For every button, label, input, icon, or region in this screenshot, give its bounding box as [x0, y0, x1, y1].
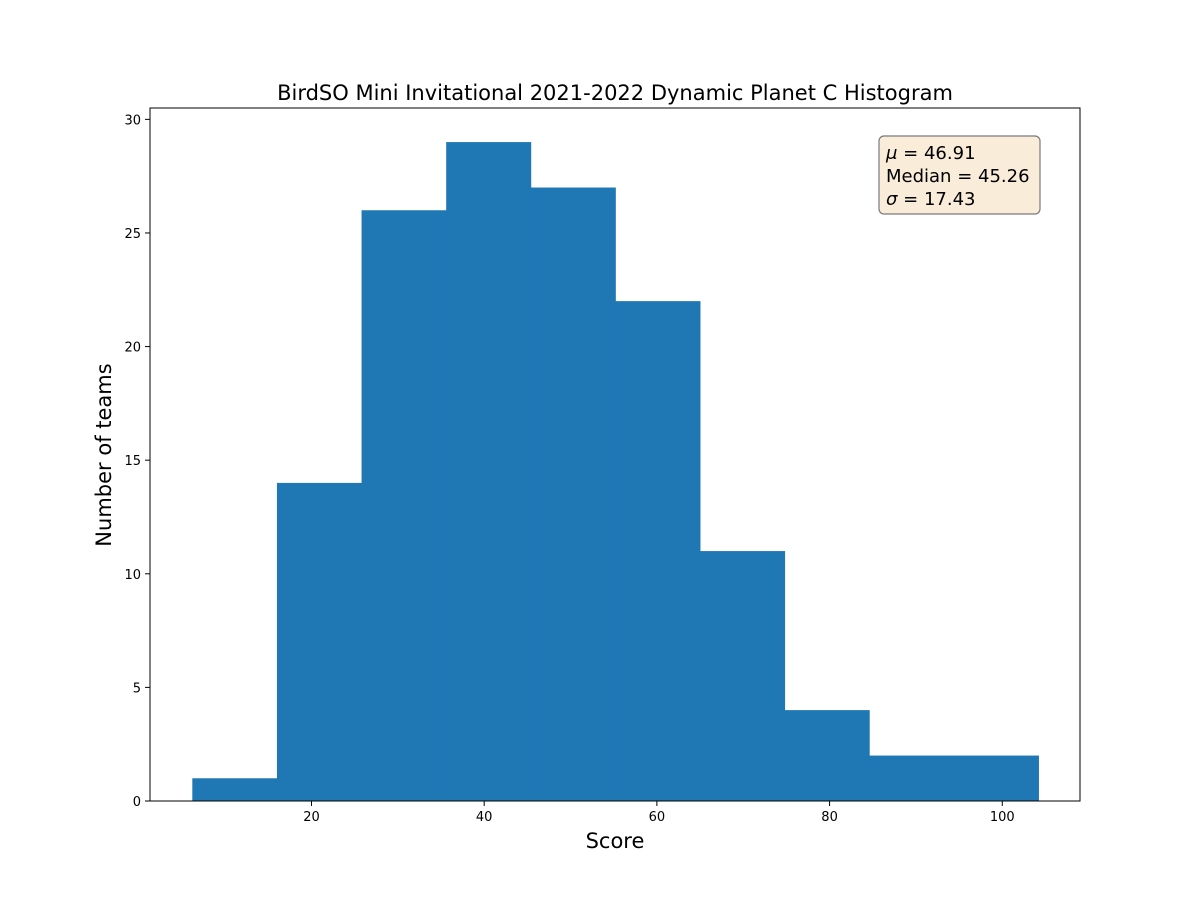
stat-stddev-value: 17.43: [924, 189, 976, 210]
histogram-bar: [615, 301, 701, 801]
histogram-bar: [192, 778, 278, 801]
y-tick-label: 0: [133, 795, 141, 810]
y-tick-label: 25: [124, 227, 141, 242]
stat-stddev: σ = 17.43: [886, 189, 975, 210]
x-tick-label: 100: [990, 810, 1015, 825]
histogram-bar: [276, 482, 362, 801]
stat-median-symbol: Median: [886, 166, 951, 187]
x-tick-label: 60: [649, 810, 666, 825]
x-axis-ticks: 20 40 60 80 100: [303, 801, 1015, 825]
y-tick-label: 20: [124, 341, 141, 356]
stat-stddev-eq: =: [897, 189, 924, 210]
stat-mean-eq: =: [897, 143, 924, 164]
stat-mean: μ = 46.91: [885, 143, 976, 164]
stat-mean-value: 46.91: [924, 143, 976, 164]
histogram-bar: [361, 210, 447, 801]
plot-frame: [149, 107, 1081, 802]
stat-median-value: 45.26: [978, 166, 1030, 187]
y-axis-label: Number of teams: [92, 363, 116, 546]
bars-group: [192, 142, 1039, 801]
y-tick-label: 30: [124, 113, 141, 128]
chart-title: BirdSO Mini Invitational 2021-2022 Dynam…: [277, 81, 953, 105]
stat-median: Median = 45.26: [886, 166, 1030, 187]
histogram-bar: [784, 710, 870, 801]
histogram-bar: [700, 551, 786, 801]
histogram-bar: [446, 142, 532, 801]
x-tick-label: 80: [821, 810, 838, 825]
y-tick-label: 10: [124, 568, 141, 583]
stat-mean-symbol: μ: [885, 143, 897, 164]
y-tick-label: 5: [133, 681, 141, 696]
stat-stddev-symbol: σ: [886, 189, 898, 210]
stat-median-eq: =: [951, 166, 978, 187]
histogram-bar: [869, 755, 955, 801]
x-tick-label: 40: [476, 810, 493, 825]
stats-box-frame: [878, 135, 1041, 215]
histogram-bar: [530, 187, 616, 801]
x-tick-label: 20: [303, 810, 320, 825]
y-tick-label: 15: [124, 454, 141, 469]
histogram-bar: [953, 755, 1039, 801]
stats-box: μ = 46.91 Median = 45.26 σ = 17.43: [878, 135, 1041, 215]
y-axis-ticks: 0 5 10 15 20 25 30: [124, 113, 150, 810]
x-axis-label: Score: [586, 829, 645, 853]
